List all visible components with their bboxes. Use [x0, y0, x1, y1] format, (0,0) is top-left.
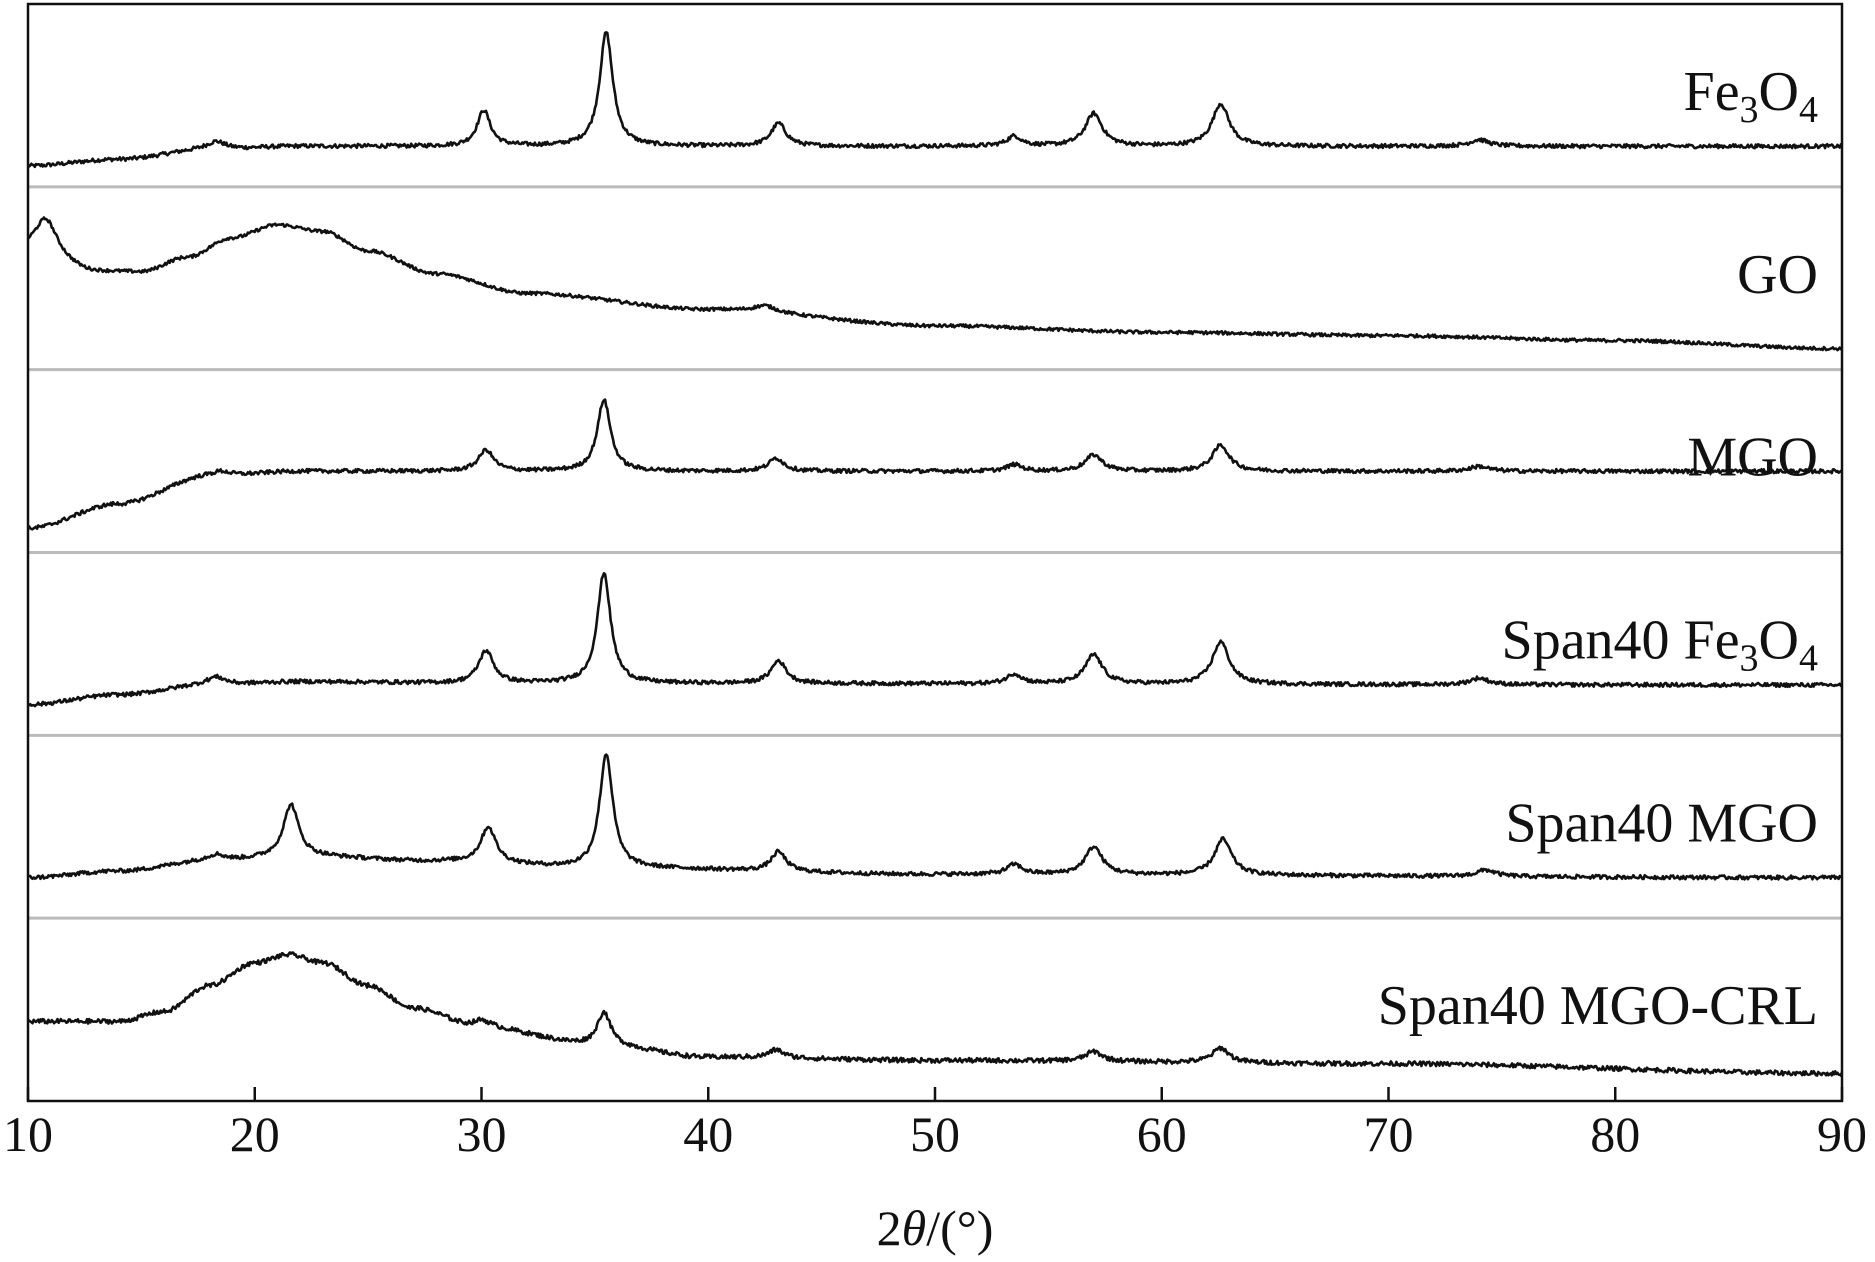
x-tick-label: 50 [910, 1106, 960, 1162]
series-label: GO [1737, 244, 1818, 306]
series-labels: Fe3O4 GO MGO Span40 Fe3O4 Span40 MGO Span40 M… [1378, 61, 1818, 1037]
x-tick-label: 30 [457, 1106, 507, 1162]
series-line [27, 951, 1844, 1077]
series-line [27, 753, 1843, 881]
series-label: Fe3O4 [1684, 61, 1818, 131]
x-tick-label: 10 [3, 1106, 53, 1162]
panel-separators [28, 185, 1842, 920]
series-traces [26, 31, 1844, 1077]
series-line [26, 31, 1844, 169]
x-tick-label: 40 [683, 1106, 733, 1162]
x-axis-title: 2θ/(°) [877, 1200, 994, 1256]
x-tick-label: 80 [1590, 1106, 1640, 1162]
series-label: Span40 MGO [1505, 792, 1818, 854]
series-line [27, 572, 1844, 708]
series-label: Span40 Fe3O4 [1502, 610, 1818, 680]
series-line [27, 398, 1843, 531]
x-tick-label: 70 [1364, 1106, 1414, 1162]
x-tick-label: 60 [1137, 1106, 1187, 1162]
x-tick-label: 90 [1817, 1106, 1867, 1162]
series-label: Span40 MGO-CRL [1378, 975, 1818, 1037]
series-label: MGO [1687, 427, 1818, 489]
series-line [27, 216, 1843, 352]
x-axis-ticks: 10 20 30 40 50 60 70 80 90 [3, 1087, 1867, 1162]
x-tick-label: 20 [230, 1106, 280, 1162]
